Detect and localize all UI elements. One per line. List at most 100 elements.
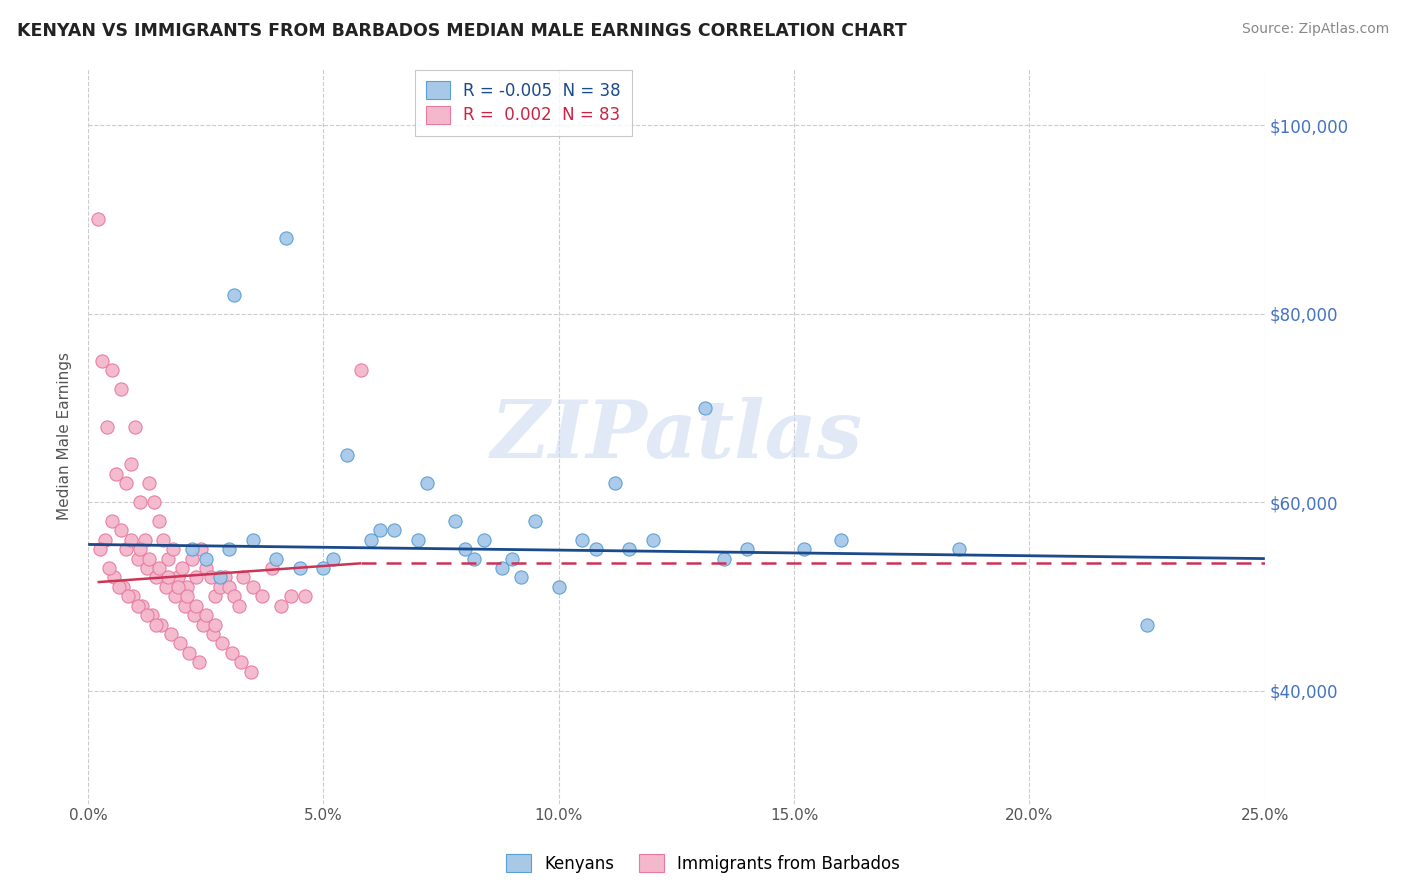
Point [98, 561, 121, 575]
Point [129, 542, 152, 557]
Point [232, 570, 254, 584]
Point [112, 580, 135, 594]
Point [117, 589, 139, 603]
Text: KENYAN VS IMMIGRANTS FROM BARBADOS MEDIAN MALE EARNINGS CORRELATION CHART: KENYAN VS IMMIGRANTS FROM BARBADOS MEDIA… [17, 22, 907, 40]
Point [136, 561, 159, 575]
Point [180, 542, 202, 557]
Point [266, 551, 288, 566]
Point [228, 599, 250, 613]
Point [162, 542, 184, 557]
Point [105, 467, 128, 481]
Point [152, 533, 174, 547]
Point [416, 476, 439, 491]
Point [693, 401, 716, 415]
Point [186, 599, 208, 613]
Point [166, 570, 188, 584]
Text: ZIPatlas: ZIPatlas [491, 397, 862, 475]
Point [229, 655, 252, 669]
Point [260, 561, 283, 575]
Point [735, 542, 758, 557]
Point [830, 533, 852, 547]
Point [294, 589, 316, 603]
Point [454, 542, 477, 557]
Point [463, 551, 485, 566]
Point [350, 363, 373, 377]
Point [103, 570, 125, 584]
Point [169, 636, 191, 650]
Point [166, 580, 188, 594]
Point [127, 551, 149, 566]
Point [155, 580, 177, 594]
Point [89, 542, 111, 557]
Point [183, 608, 205, 623]
Point [93, 533, 115, 547]
Point [218, 542, 240, 557]
Point [176, 589, 198, 603]
Point [136, 608, 159, 623]
Point [793, 542, 815, 557]
Point [214, 570, 236, 584]
Point [138, 551, 160, 566]
Point [194, 551, 217, 566]
Point [585, 542, 607, 557]
Point [222, 589, 245, 603]
Point [145, 570, 167, 584]
Point [280, 589, 302, 603]
Point [208, 570, 231, 584]
Point [360, 533, 382, 547]
Point [114, 542, 136, 557]
Text: Source: ZipAtlas.com: Source: ZipAtlas.com [1241, 22, 1389, 37]
Point [242, 580, 264, 594]
Point [194, 561, 217, 575]
Point [110, 382, 132, 396]
Point [100, 514, 122, 528]
Legend: R = -0.005  N = 38, R =  0.002  N = 83: R = -0.005 N = 38, R = 0.002 N = 83 [415, 70, 633, 136]
Point [200, 570, 222, 584]
Point [157, 570, 180, 584]
Point [501, 551, 523, 566]
Point [190, 542, 212, 557]
Point [547, 580, 569, 594]
Point [194, 608, 217, 623]
Point [201, 627, 224, 641]
Point [242, 533, 264, 547]
Point [96, 419, 118, 434]
Point [222, 287, 245, 301]
Point [641, 533, 664, 547]
Point [208, 580, 231, 594]
Point [143, 495, 166, 509]
Point [368, 524, 391, 538]
Point [605, 476, 627, 491]
Point [491, 561, 513, 575]
Point [138, 476, 160, 491]
Point [124, 419, 146, 434]
Point [120, 533, 142, 547]
Point [172, 561, 194, 575]
Point [148, 514, 170, 528]
Point [180, 551, 202, 566]
Point [110, 524, 132, 538]
Point [186, 570, 208, 584]
Point [187, 655, 209, 669]
Point [145, 617, 167, 632]
Point [127, 599, 149, 613]
Point [336, 448, 359, 462]
Point [239, 665, 262, 679]
Point [218, 580, 240, 594]
Point [159, 627, 181, 641]
Point [444, 514, 467, 528]
Point [120, 458, 142, 472]
Point [713, 551, 735, 566]
Point [322, 551, 344, 566]
Point [524, 514, 547, 528]
Point [619, 542, 641, 557]
Point [510, 570, 533, 584]
Point [312, 561, 335, 575]
Point [948, 542, 970, 557]
Point [100, 363, 122, 377]
Point [204, 617, 226, 632]
Y-axis label: Median Male Earnings: Median Male Earnings [58, 352, 72, 520]
Legend: Kenyans, Immigrants from Barbados: Kenyans, Immigrants from Barbados [499, 847, 907, 880]
Point [150, 617, 173, 632]
Point [165, 589, 187, 603]
